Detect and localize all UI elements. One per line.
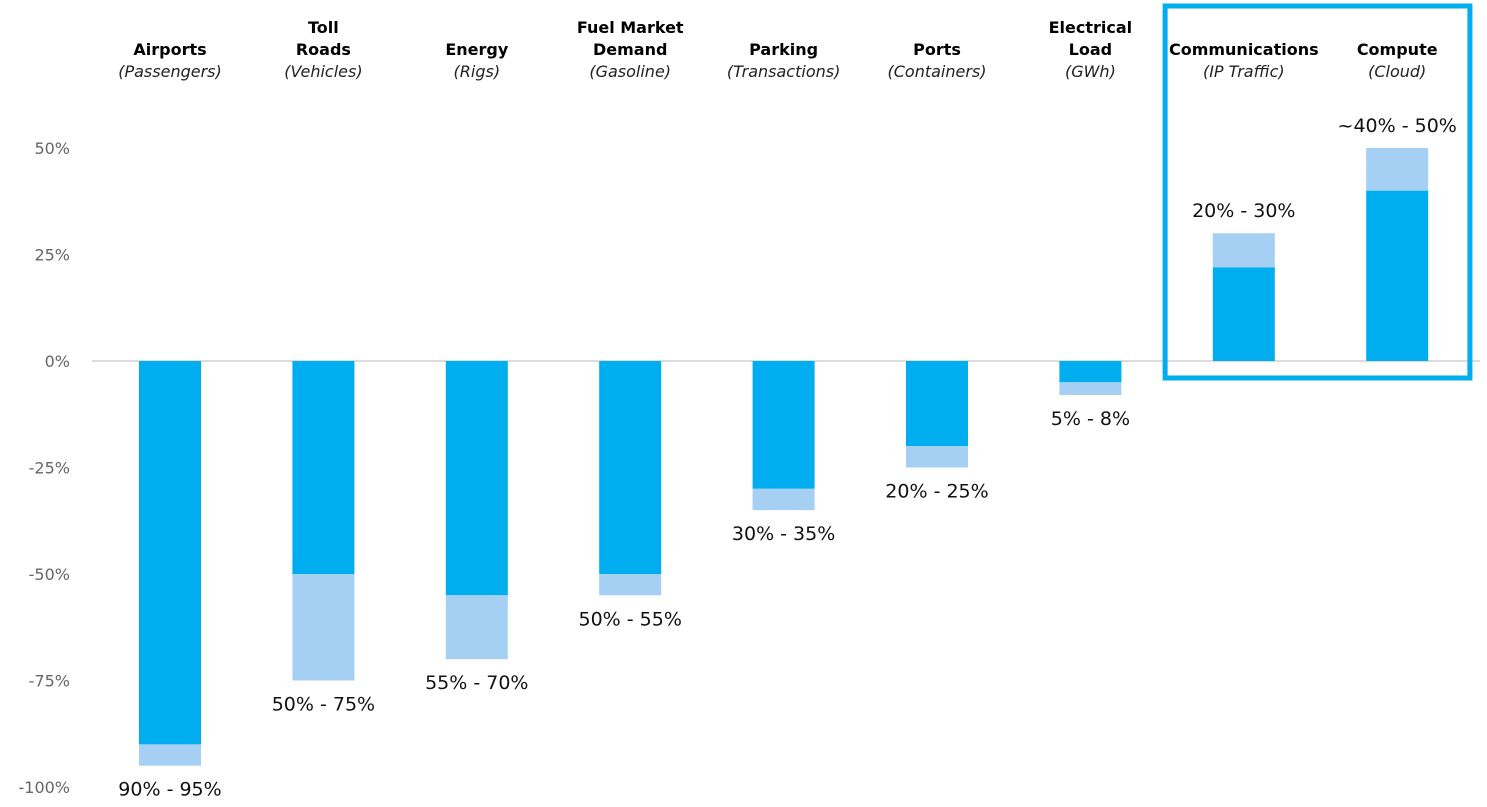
bar-primary — [1059, 361, 1122, 383]
bar-primary — [906, 361, 968, 447]
y-tick-label: -50% — [29, 565, 70, 584]
category-subtitle: (Cloud) — [1368, 62, 1426, 81]
category-subtitle: (Rigs) — [454, 62, 501, 81]
y-tick-label: -75% — [29, 672, 70, 691]
category-title: Parking — [749, 40, 818, 59]
category-title: Communications — [1169, 40, 1319, 59]
bar-secondary — [752, 488, 815, 511]
data-label: 20% - 25% — [885, 481, 988, 503]
y-axis: 50% 25% 0% -25% -50% -75% -100% — [18, 139, 70, 797]
bar-primary — [752, 361, 815, 489]
y-tick-label: 0% — [45, 352, 70, 371]
y-tick-label: 25% — [34, 246, 70, 265]
data-label: 90% - 95% — [118, 779, 221, 801]
bar-primary — [599, 361, 662, 574]
bars — [139, 148, 1429, 766]
data-label: 20% - 30% — [1192, 200, 1295, 222]
bar-secondary — [139, 744, 201, 766]
data-label: 55% - 70% — [425, 672, 528, 694]
bar-secondary — [906, 446, 968, 468]
bar-secondary — [599, 574, 662, 596]
category-subtitle: (Containers) — [887, 62, 986, 81]
category-title: Fuel Market — [577, 18, 684, 37]
category-subtitle: (Gasoline) — [589, 62, 671, 81]
y-tick-label: 50% — [34, 139, 70, 158]
category-title: Demand — [593, 40, 667, 59]
bar-secondary — [1059, 382, 1122, 396]
category-title: Compute — [1357, 40, 1438, 59]
category-title: Energy — [445, 40, 509, 59]
bar-secondary — [1366, 148, 1429, 191]
bar-primary — [445, 361, 508, 596]
highlight-box — [1162, 3, 1473, 381]
bar-primary — [292, 361, 355, 574]
category-title: Ports — [913, 40, 961, 59]
data-label: 5% - 8% — [1051, 408, 1130, 430]
category-title: Airports — [133, 40, 206, 59]
bar-secondary — [445, 595, 508, 660]
bar-primary — [1366, 190, 1429, 361]
y-tick-label: -100% — [18, 778, 70, 797]
data-label: 30% - 35% — [732, 523, 835, 545]
bar-primary — [139, 361, 201, 745]
y-tick-label: -25% — [29, 459, 70, 478]
category-title: Roads — [296, 40, 351, 59]
bar-secondary — [292, 574, 355, 681]
category-title: Toll — [308, 18, 339, 37]
bar-secondary — [1212, 233, 1275, 268]
category-labels: Airports (Passengers) Toll Roads (Vehicles) E… — [118, 18, 1437, 81]
category-subtitle: (Passengers) — [118, 62, 222, 81]
category-title: Load — [1069, 40, 1112, 59]
data-labels: 90% - 95% 50% - 75% 55% - 70% 50% - 55% 30% … — [118, 115, 1457, 801]
bar-primary — [1212, 267, 1275, 361]
category-title: Electrical — [1049, 18, 1133, 37]
category-subtitle: (GWh) — [1065, 62, 1116, 81]
category-subtitle: (Vehicles) — [284, 62, 362, 81]
data-label: 50% - 75% — [272, 694, 375, 716]
category-subtitle: (IP Traffic) — [1203, 62, 1285, 81]
data-label: ~40% - 50% — [1338, 115, 1457, 137]
data-label: 50% - 55% — [578, 608, 681, 630]
category-subtitle: (Transactions) — [727, 62, 840, 81]
